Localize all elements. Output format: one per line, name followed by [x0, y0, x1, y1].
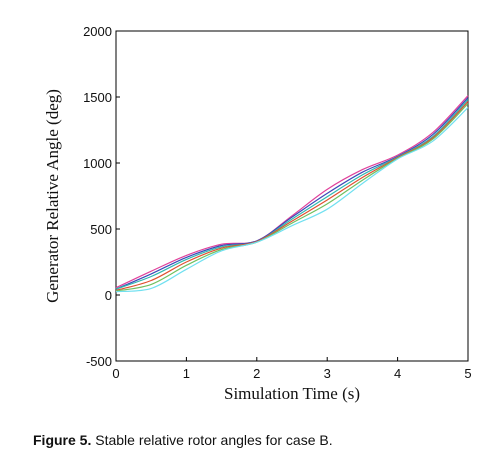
y-tick-label: 2000: [83, 24, 112, 39]
y-axis-label: Generator Relative Angle (deg): [43, 89, 62, 303]
series-line-6: [115, 107, 469, 293]
figure-caption: Figure 5. Stable relative rotor angles f…: [33, 432, 333, 448]
series-line-2: [115, 97, 469, 290]
series-line-1: [115, 95, 469, 289]
x-tick-label: 0: [112, 366, 119, 381]
x-tick-label: 4: [394, 366, 401, 381]
x-axis-label: Simulation Time (s): [224, 384, 360, 403]
series-line-4: [115, 101, 469, 291]
series-line-5: [115, 103, 469, 292]
x-tick-label: 2: [253, 366, 260, 381]
y-tick-label: 0: [105, 288, 112, 303]
y-tick-label: 1500: [83, 90, 112, 105]
y-tick-label: 1000: [83, 156, 112, 171]
plot-area: [115, 30, 469, 362]
series-lines: [115, 95, 469, 293]
caption-text: Stable relative rotor angles for case B.: [91, 432, 333, 448]
x-tick-label: 3: [324, 366, 331, 381]
y-tick-label: -500: [86, 354, 112, 369]
x-tick-label: 5: [464, 366, 471, 381]
caption-label: Figure 5.: [33, 432, 92, 448]
y-tick-label: 500: [90, 222, 112, 237]
x-tick-label: 1: [183, 366, 190, 381]
